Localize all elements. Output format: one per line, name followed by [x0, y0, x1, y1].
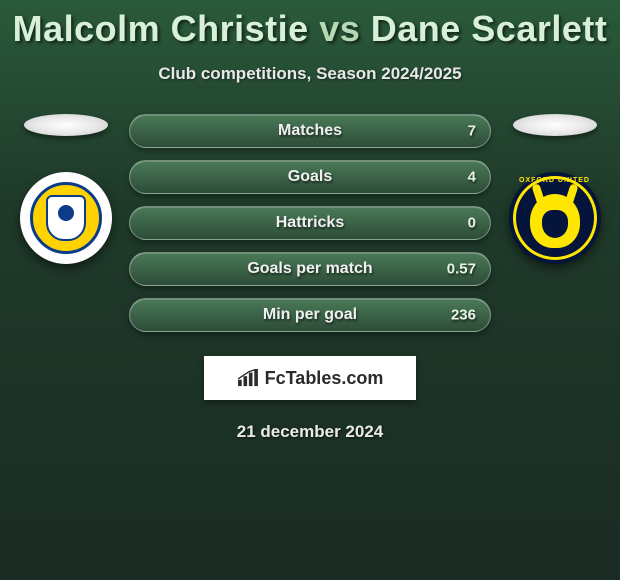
stat-row-gpm: Goals per match 0.57: [129, 252, 491, 286]
content-row: Matches 7 Goals 4 Hattricks 0 Goals per …: [0, 114, 620, 344]
brand-text: FcTables.com: [265, 368, 384, 389]
stat-hattricks-right: 0: [468, 215, 476, 232]
stat-mpg-label: Min per goal: [263, 306, 357, 324]
stat-row-matches: Matches 7: [129, 114, 491, 148]
left-column: [18, 114, 113, 264]
stats-bars: Matches 7 Goals 4 Hattricks 0 Goals per …: [113, 114, 507, 344]
oxford-ring: OXFORD UNITED: [513, 176, 597, 260]
player2-name: Dane Scarlett: [371, 8, 608, 49]
bar-chart-icon: [237, 369, 259, 387]
leeds-shield-icon: [46, 195, 86, 241]
date-text: 21 december 2024: [0, 422, 620, 442]
player1-avatar-placeholder: [24, 114, 108, 136]
player2-avatar-placeholder: [513, 114, 597, 136]
leeds-badge-inner: [30, 182, 102, 254]
stat-hattricks-label: Hattricks: [276, 214, 344, 232]
stat-matches-label: Matches: [278, 122, 342, 140]
ox-head-icon: [530, 194, 580, 248]
player1-name: Malcolm Christie: [13, 8, 309, 49]
ox-face-icon: [542, 210, 568, 238]
oxford-badge-text: OXFORD UNITED: [516, 177, 594, 184]
stat-gpm-label: Goals per match: [247, 260, 372, 278]
stat-goals-label: Goals: [288, 168, 332, 186]
stat-gpm-right: 0.57: [447, 261, 476, 278]
stat-mpg-right: 236: [451, 307, 476, 324]
stat-row-mpg: Min per goal 236: [129, 298, 491, 332]
right-column: OXFORD UNITED: [507, 114, 602, 264]
comparison-card: Malcolm Christie vs Dane Scarlett Club c…: [0, 0, 620, 580]
stat-goals-right: 4: [468, 169, 476, 186]
stat-row-hattricks: Hattricks 0: [129, 206, 491, 240]
player2-club-badge: OXFORD UNITED: [509, 172, 601, 264]
subtitle: Club competitions, Season 2024/2025: [0, 64, 620, 84]
vs-label: vs: [319, 8, 360, 49]
stat-row-goals: Goals 4: [129, 160, 491, 194]
player1-club-badge: [20, 172, 112, 264]
brand-box: FcTables.com: [204, 356, 416, 400]
stat-matches-right: 7: [468, 123, 476, 140]
page-title: Malcolm Christie vs Dane Scarlett: [0, 0, 620, 50]
